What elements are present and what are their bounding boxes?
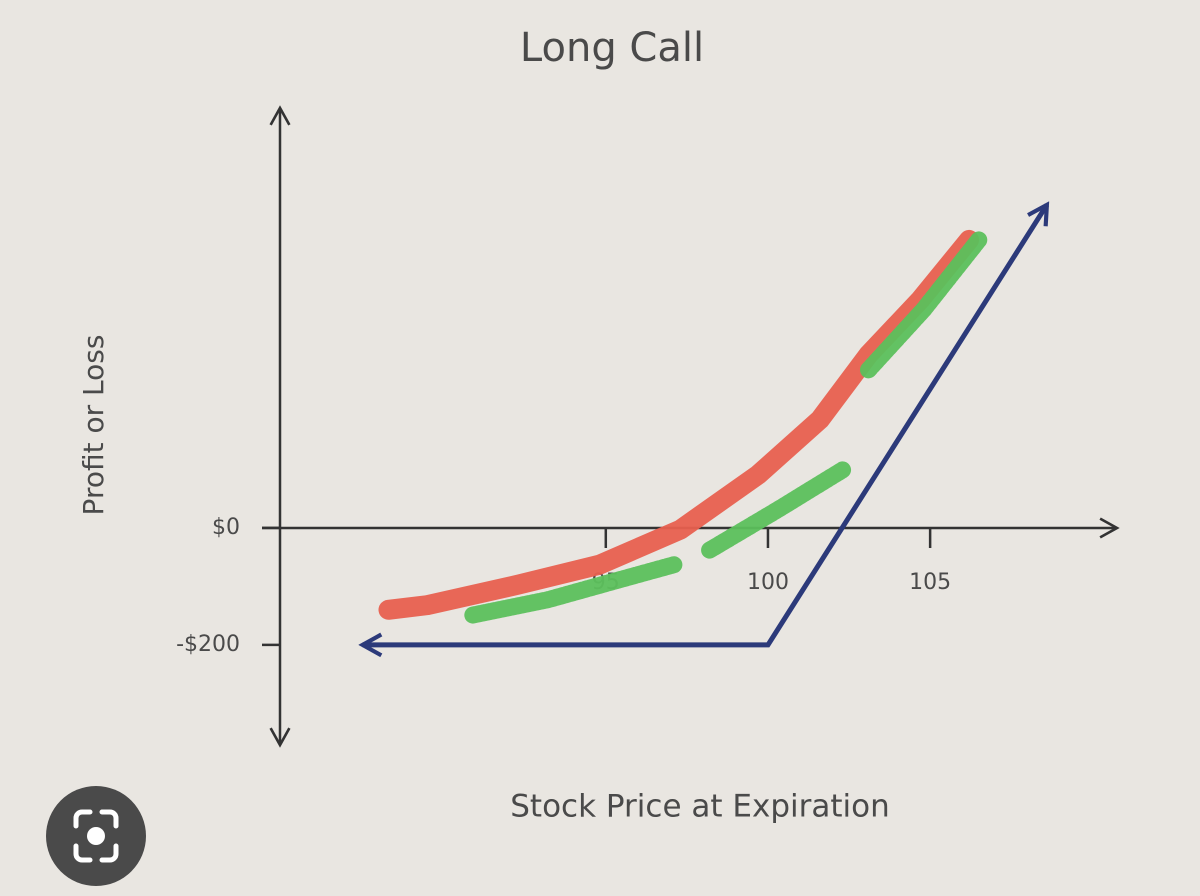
chart-title: Long Call — [520, 25, 704, 71]
x-axis-label: Stock Price at Expiration — [510, 789, 889, 825]
y-axis-label: Profit or Loss — [77, 335, 110, 516]
series-line — [378, 229, 980, 620]
x-tick-label: 105 — [909, 570, 951, 595]
y-tick-label: -$200 — [176, 632, 240, 657]
x-tick-label: 100 — [747, 570, 789, 595]
series-line — [464, 231, 988, 624]
series-line — [363, 205, 1047, 645]
y-tick-label: $0 — [212, 515, 240, 540]
lens-button[interactable] — [46, 786, 146, 886]
